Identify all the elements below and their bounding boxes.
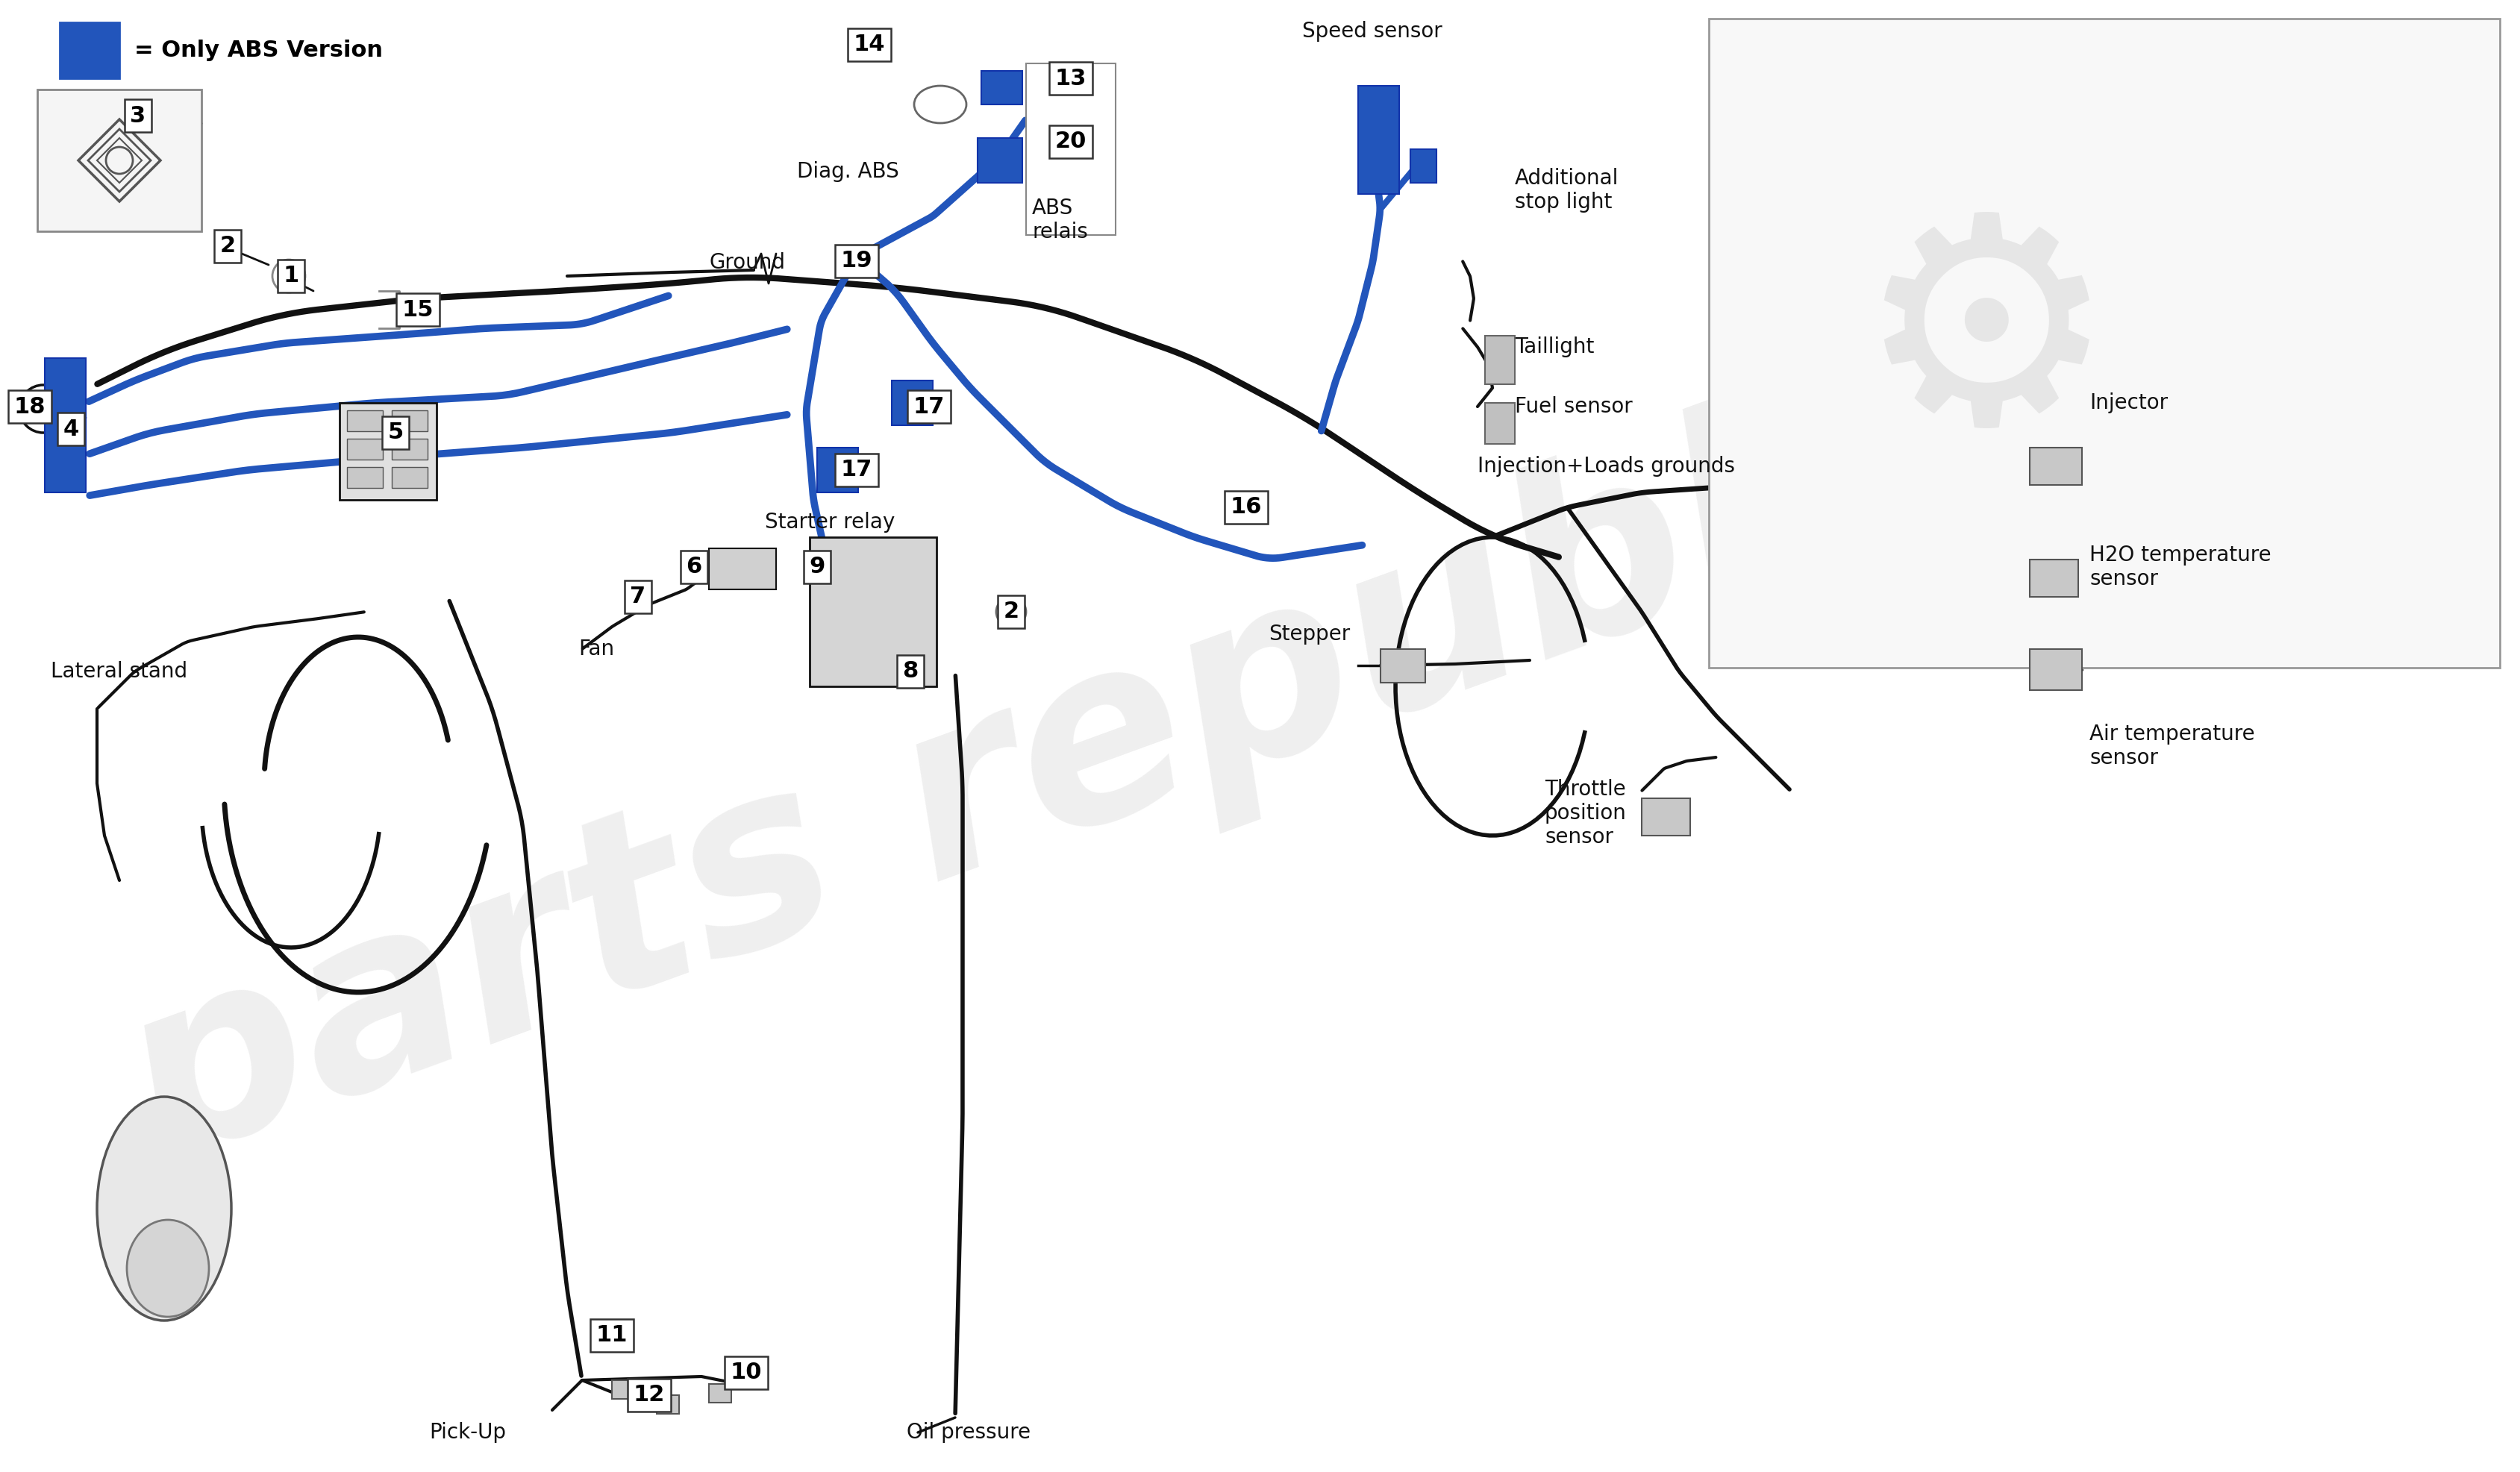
FancyBboxPatch shape — [391, 411, 428, 431]
Text: H2O temperature
sensor: H2O temperature sensor — [2089, 545, 2271, 590]
Text: ●: ● — [280, 259, 297, 278]
Text: +: + — [33, 397, 53, 420]
Text: Lateral stand: Lateral stand — [50, 661, 186, 682]
Text: ⚙: ⚙ — [1855, 203, 2117, 484]
FancyBboxPatch shape — [348, 439, 383, 459]
Text: 9: 9 — [809, 556, 824, 578]
FancyBboxPatch shape — [45, 358, 86, 493]
Text: Oil pressure: Oil pressure — [907, 1422, 1031, 1443]
Text: Fan: Fan — [577, 639, 615, 659]
FancyBboxPatch shape — [1026, 63, 1116, 236]
FancyBboxPatch shape — [340, 403, 436, 500]
FancyBboxPatch shape — [658, 1395, 678, 1413]
FancyBboxPatch shape — [816, 447, 859, 493]
Ellipse shape — [126, 1220, 209, 1317]
FancyBboxPatch shape — [612, 1381, 635, 1398]
FancyBboxPatch shape — [708, 1384, 731, 1403]
Text: 16: 16 — [1230, 496, 1263, 518]
Text: Speed sensor: Speed sensor — [1303, 21, 1441, 41]
FancyBboxPatch shape — [2029, 559, 2079, 596]
FancyBboxPatch shape — [38, 90, 202, 231]
Text: 20: 20 — [1056, 131, 1086, 153]
Text: 4: 4 — [63, 418, 78, 440]
FancyBboxPatch shape — [708, 549, 776, 589]
FancyBboxPatch shape — [391, 467, 428, 487]
FancyBboxPatch shape — [1641, 798, 1691, 836]
Text: 13: 13 — [1056, 68, 1086, 90]
FancyBboxPatch shape — [60, 22, 118, 78]
Text: Stepper: Stepper — [1268, 624, 1351, 645]
FancyBboxPatch shape — [348, 467, 383, 487]
FancyBboxPatch shape — [1381, 649, 1426, 683]
Text: Additional
stop light: Additional stop light — [1515, 168, 1618, 213]
Ellipse shape — [96, 1097, 232, 1320]
Text: 6: 6 — [685, 556, 703, 578]
FancyBboxPatch shape — [1411, 149, 1436, 183]
Text: 10: 10 — [731, 1362, 761, 1384]
FancyBboxPatch shape — [980, 71, 1023, 105]
Text: = Only ABS Version: = Only ABS Version — [134, 40, 383, 60]
Text: 18: 18 — [15, 396, 45, 418]
Text: 11: 11 — [597, 1325, 627, 1347]
Text: 15: 15 — [403, 299, 433, 321]
Text: 3: 3 — [131, 105, 146, 127]
Text: Fuel sensor: Fuel sensor — [1515, 396, 1633, 417]
Text: Taillight: Taillight — [1515, 337, 1595, 358]
Text: 2: 2 — [1003, 601, 1018, 623]
Text: 19: 19 — [842, 250, 872, 272]
Text: Air temperature
sensor: Air temperature sensor — [2089, 724, 2255, 768]
Text: Injection+Loads grounds: Injection+Loads grounds — [1477, 456, 1734, 477]
Text: 7: 7 — [630, 586, 645, 608]
Text: parts republic: parts republic — [93, 316, 2024, 1214]
FancyBboxPatch shape — [391, 439, 428, 459]
Text: 8: 8 — [902, 661, 917, 683]
Text: Ground: Ground — [708, 252, 786, 274]
Text: ABS
relais: ABS relais — [1033, 197, 1089, 243]
FancyBboxPatch shape — [2029, 649, 2082, 690]
Text: Diag. ABS: Diag. ABS — [796, 160, 900, 183]
Text: Starter relay: Starter relay — [766, 512, 895, 533]
Text: Injector: Injector — [2089, 393, 2167, 414]
Text: 14: 14 — [854, 34, 885, 56]
FancyBboxPatch shape — [1358, 85, 1399, 194]
FancyBboxPatch shape — [2029, 447, 2082, 484]
Text: Throttle
position
sensor: Throttle position sensor — [1545, 779, 1628, 848]
FancyBboxPatch shape — [809, 537, 937, 686]
FancyBboxPatch shape — [1484, 336, 1515, 384]
Text: 2: 2 — [219, 236, 234, 258]
Text: 5: 5 — [388, 422, 403, 443]
Text: Pick-Up: Pick-Up — [428, 1422, 507, 1443]
Text: 1: 1 — [282, 265, 300, 287]
Text: 12: 12 — [633, 1384, 665, 1406]
FancyBboxPatch shape — [892, 380, 932, 425]
FancyBboxPatch shape — [978, 138, 1023, 183]
Text: 17: 17 — [842, 459, 872, 481]
Text: 17: 17 — [912, 396, 945, 418]
FancyBboxPatch shape — [348, 411, 383, 431]
FancyBboxPatch shape — [1484, 403, 1515, 445]
FancyBboxPatch shape — [1709, 19, 2500, 668]
